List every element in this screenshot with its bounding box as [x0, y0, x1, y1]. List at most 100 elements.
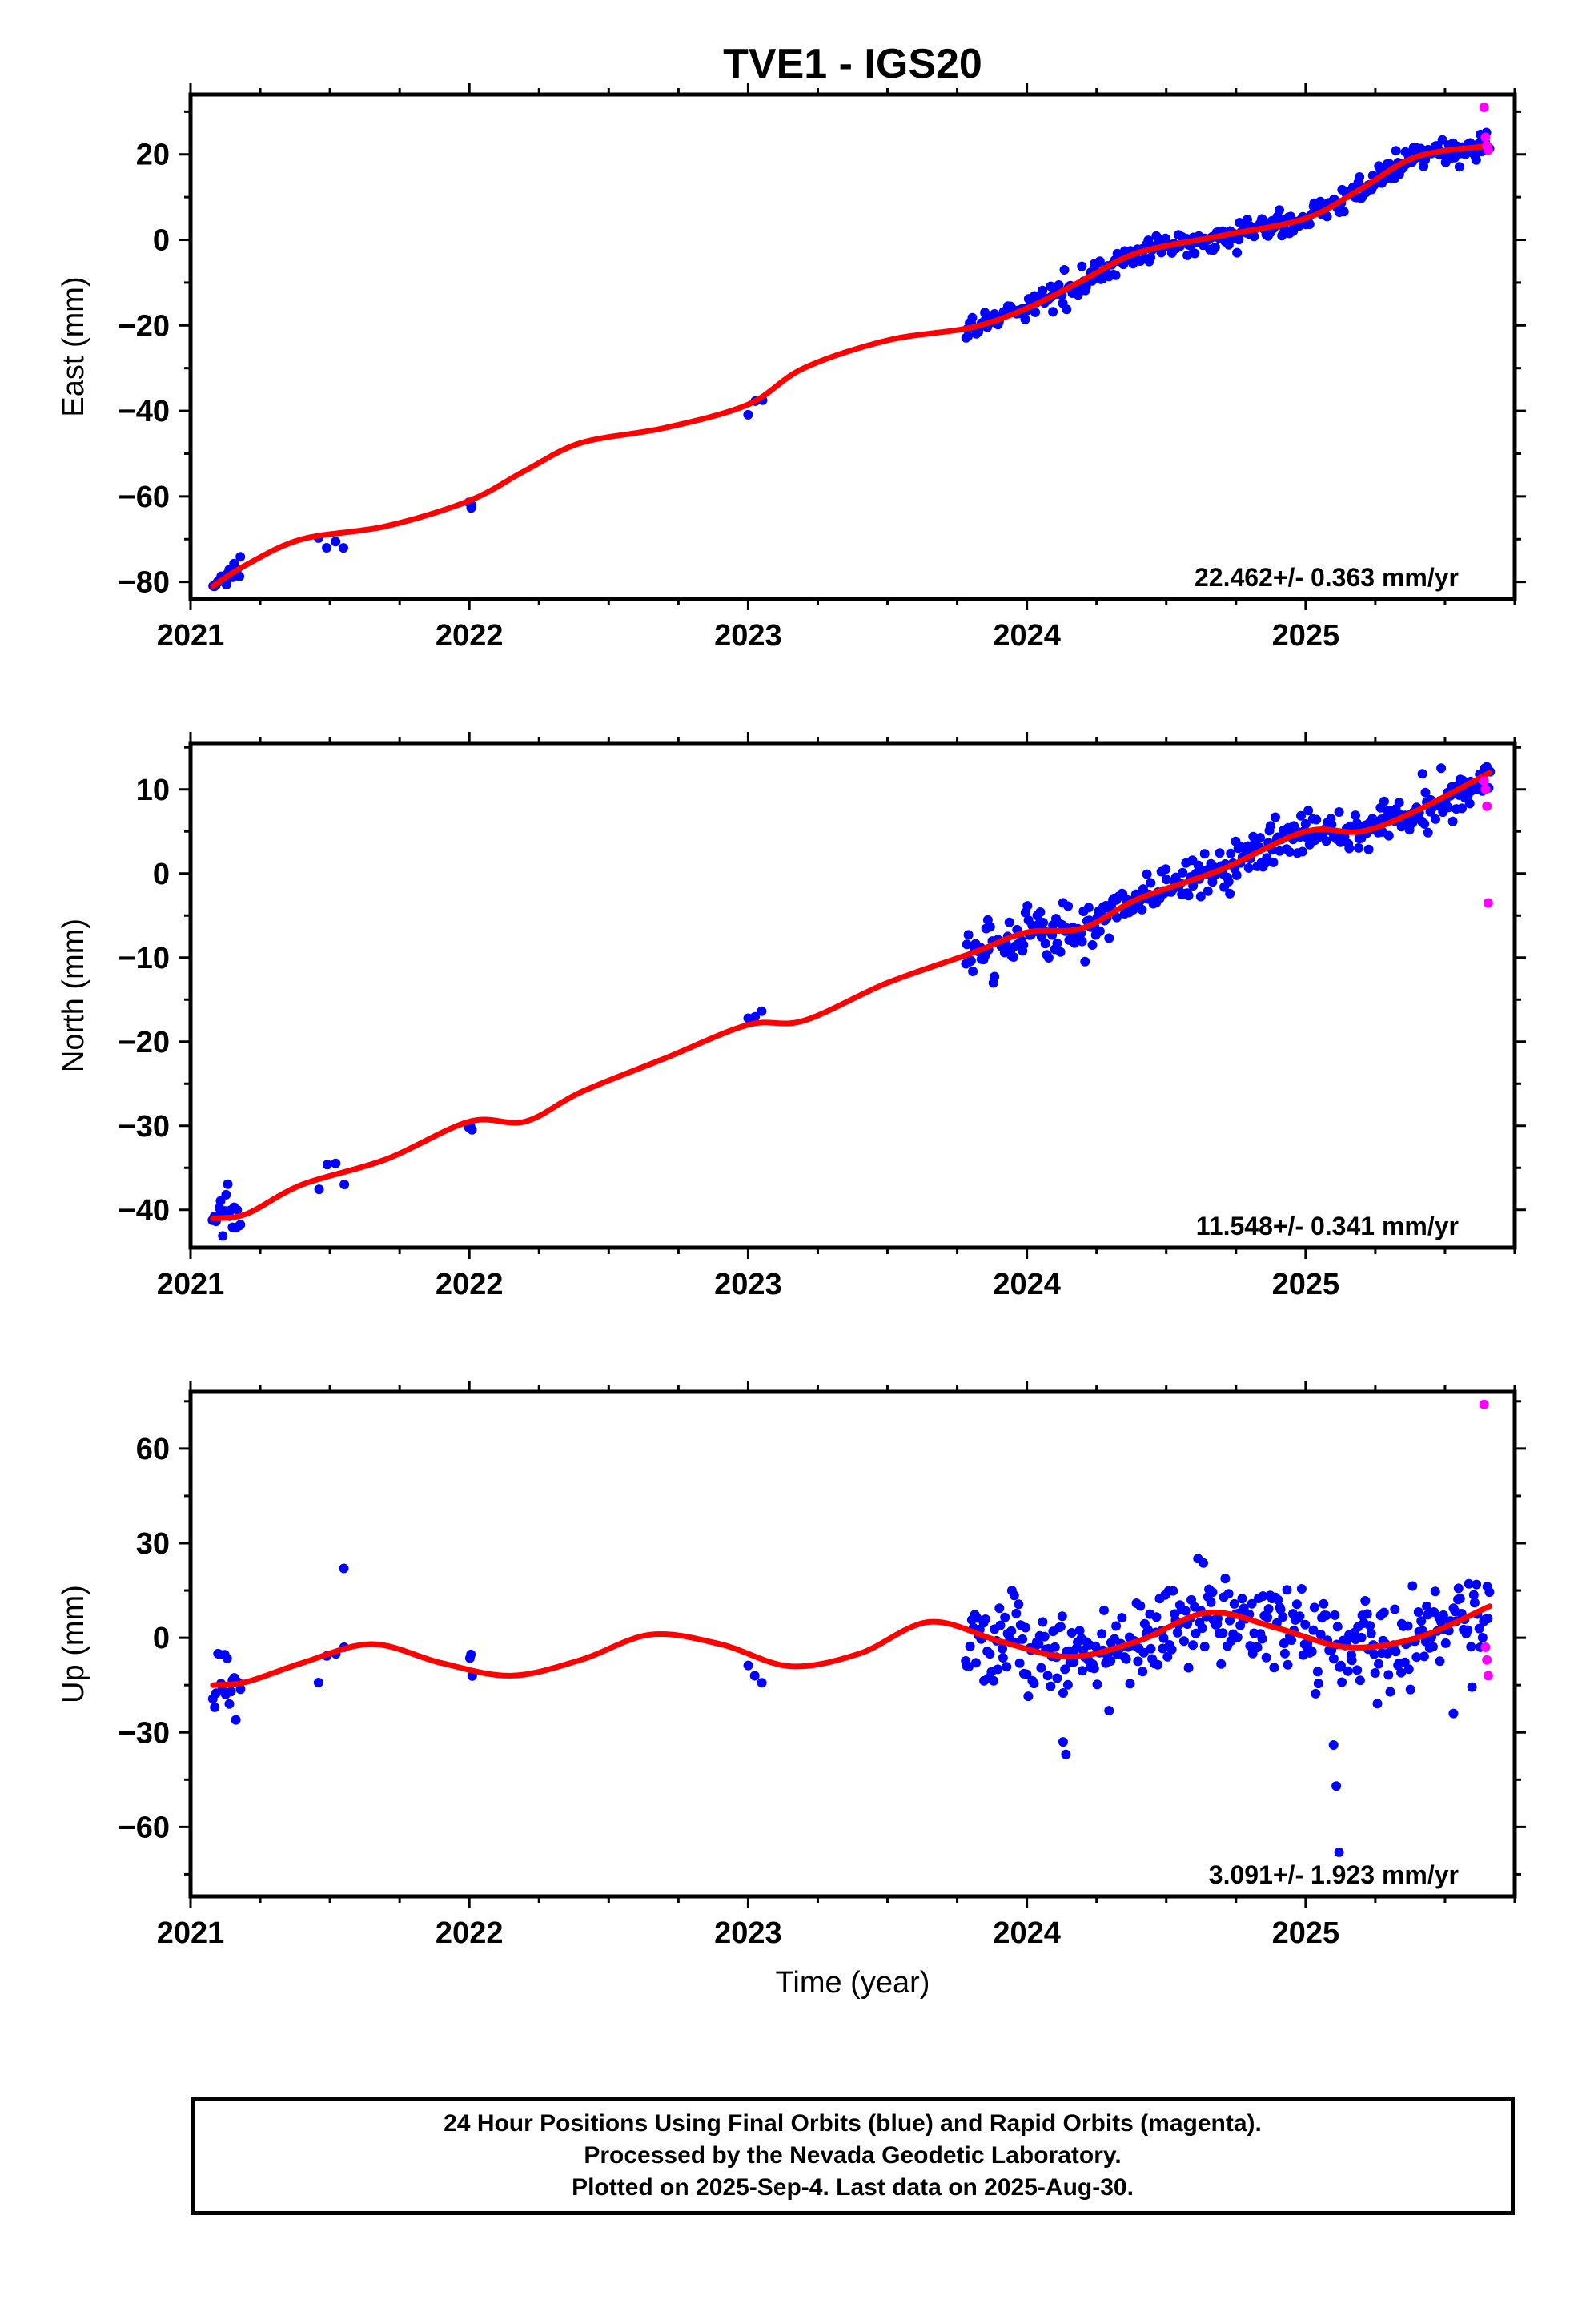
final-orbit-point [1087, 940, 1098, 950]
final-orbit-point [1213, 1614, 1223, 1623]
final-orbit-point [1255, 833, 1265, 843]
final-orbit-point [990, 971, 1000, 982]
final-orbit-point [968, 967, 978, 976]
final-orbit-point [1043, 953, 1054, 963]
final-orbit-point [1059, 265, 1070, 275]
x-tick-label: 2025 [1272, 1268, 1340, 1301]
final-orbit-point [757, 1678, 767, 1688]
final-orbit-point [1300, 1619, 1311, 1630]
final-orbit-point [235, 1684, 246, 1695]
final-orbit-point [1391, 146, 1401, 156]
final-orbit-point [221, 1189, 231, 1200]
final-orbit-point [1279, 1648, 1290, 1659]
final-orbit-point [1343, 1666, 1353, 1676]
footer-line-1: 24 Hour Positions Using Final Orbits (bl… [444, 2110, 1262, 2137]
final-orbit-point [1039, 1631, 1050, 1642]
final-orbit-point [1443, 802, 1453, 813]
final-orbit-point [1391, 1647, 1401, 1657]
final-orbit-point [1011, 1608, 1022, 1618]
final-orbit-point [1022, 901, 1033, 911]
x-tick-label: 2022 [436, 1268, 504, 1301]
final-orbit-point [1000, 1612, 1010, 1622]
final-orbit-point [1046, 1681, 1056, 1691]
final-orbit-point [1463, 1625, 1473, 1635]
final-orbit-point [1207, 1587, 1218, 1598]
final-orbit-point [339, 1180, 350, 1189]
final-orbit-point [1199, 1642, 1210, 1652]
y-tick-label: −60 [118, 480, 170, 514]
final-orbit-point [1466, 1642, 1476, 1652]
final-orbit-point [1269, 1663, 1279, 1673]
x-tick-label: 2024 [993, 1268, 1061, 1301]
final-orbit-point [1035, 907, 1046, 917]
final-orbit-point [1083, 903, 1094, 913]
y-tick-label: −40 [118, 395, 170, 428]
final-orbit-point [1162, 1651, 1173, 1662]
final-orbit-point [985, 1649, 995, 1659]
final-orbit-point [1023, 1691, 1034, 1702]
final-orbit-point [235, 552, 246, 562]
final-orbit-point [1057, 1611, 1067, 1622]
final-orbit-outlier-point [1448, 1708, 1459, 1719]
final-orbit-point [1263, 1612, 1273, 1622]
final-orbit-point [1383, 830, 1394, 841]
x-tick-label: 2021 [157, 1916, 225, 1950]
final-orbit-point [1420, 787, 1431, 798]
panel-frame [188, 1389, 1517, 1899]
final-orbit-point [1110, 270, 1121, 280]
final-orbit-point [1337, 1677, 1347, 1687]
final-orbit-point [1263, 1604, 1274, 1614]
final-orbit-point [1365, 1621, 1375, 1631]
final-orbit-point [1355, 172, 1365, 182]
y-tick-label: −60 [118, 1811, 170, 1844]
final-orbit-point [1279, 1638, 1289, 1648]
final-orbit-point [1226, 848, 1236, 858]
final-orbit-point [964, 1662, 974, 1671]
rapid-orbit-point [1483, 898, 1493, 908]
final-orbit-point [313, 1678, 323, 1687]
final-orbit-point [1419, 818, 1430, 829]
final-orbit-point [1133, 1656, 1143, 1667]
final-orbit-point [1162, 875, 1172, 885]
final-orbit-point [1216, 1659, 1227, 1669]
final-orbit-point [1311, 1688, 1321, 1699]
final-orbit-point [1271, 812, 1280, 822]
footer-line-3: Plotted on 2025-Sep-4. Last data on 2025… [572, 2174, 1134, 2201]
final-orbit-point [963, 930, 974, 940]
final-orbit-point [231, 1715, 241, 1725]
final-orbit-point [1415, 143, 1426, 154]
final-orbit-point [1243, 862, 1254, 873]
final-orbit-point [1411, 1652, 1422, 1663]
final-orbit-point [1050, 1642, 1060, 1652]
final-orbit-point [1153, 1659, 1163, 1670]
final-orbit-point [1021, 1622, 1030, 1633]
final-orbit-point [1330, 1610, 1340, 1620]
final-orbit-point [1138, 1647, 1149, 1658]
final-orbit-point [1206, 1597, 1216, 1607]
final-orbit-point [1379, 1607, 1389, 1618]
final-orbit-point [1038, 1617, 1048, 1627]
final-orbit-point [1369, 1649, 1379, 1659]
y-axis-label: East (mm) [57, 276, 90, 416]
final-orbit-point [743, 409, 753, 420]
final-orbit-point [1455, 1594, 1465, 1604]
final-orbit-point [1265, 821, 1275, 831]
final-orbit-point [1291, 1599, 1302, 1610]
final-orbit-point [972, 1613, 982, 1623]
final-orbit-point [1030, 307, 1041, 317]
final-orbit-point [1307, 1647, 1317, 1657]
final-orbit-point [1431, 814, 1440, 824]
y-axis-label: Up (mm) [57, 1585, 90, 1703]
final-orbit-point [1339, 207, 1349, 217]
rapid-orbit-point [1483, 145, 1493, 155]
final-orbit-point [1180, 1606, 1191, 1616]
final-orbit-point [1332, 1622, 1343, 1632]
final-orbit-point [966, 955, 976, 966]
final-orbit-point [1437, 135, 1447, 145]
final-orbit-point [1355, 1675, 1365, 1686]
final-orbit-point [1435, 1656, 1445, 1667]
final-orbit-point [331, 537, 341, 547]
final-orbit-point [331, 1158, 341, 1168]
final-orbit-point [995, 1620, 1006, 1630]
